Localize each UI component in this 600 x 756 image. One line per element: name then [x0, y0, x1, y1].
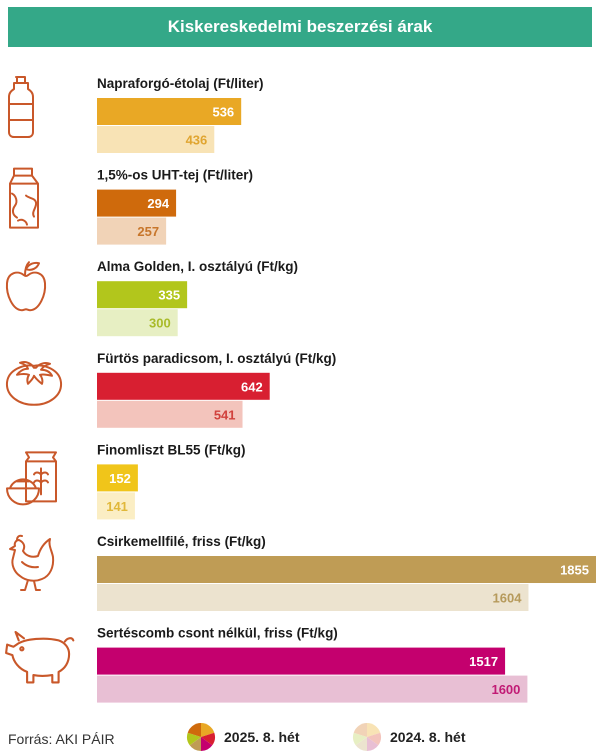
bar-current — [97, 647, 506, 675]
legend-previous-label: 2024. 8. hét — [390, 729, 466, 745]
category-group-cat-7: Sertéscomb csont nélkül, friss (Ft/kg) 15… — [5, 626, 528, 703]
bar-previous — [97, 584, 529, 611]
pie-legend-current-icon — [187, 723, 215, 751]
value-label-previous: 300 — [149, 316, 171, 331]
oil-bottle-icon-shape — [8, 76, 34, 138]
pie-legend-previous-icon — [353, 723, 381, 751]
bar-current — [97, 98, 242, 125]
category-label: Csirkemellfilé, friss (Ft/kg) — [97, 534, 266, 549]
legend-item-previous: 2024. 8. hét — [352, 722, 466, 752]
oil-bottle-icon — [8, 76, 34, 138]
bar-current — [97, 372, 270, 400]
bar-current — [97, 189, 177, 217]
value-label-current: 294 — [147, 196, 169, 211]
apple-icon — [5, 261, 47, 312]
value-label-current: 642 — [241, 379, 263, 394]
bar-previous — [97, 675, 528, 703]
tomato-icon — [5, 361, 63, 406]
bar-previous — [97, 400, 243, 428]
chicken-icon-shape — [9, 534, 55, 591]
category-group-cat-1: Napraforgó-étolaj (Ft/liter) 536 436 — [8, 76, 264, 153]
category-label: Napraforgó-étolaj (Ft/liter) — [97, 76, 264, 91]
category-label: Sertéscomb csont nélkül, friss (Ft/kg) — [97, 626, 338, 641]
milk-carton-icon-shape — [9, 167, 39, 229]
value-label-previous: 436 — [186, 133, 208, 148]
milk-carton-icon-shape — [11, 192, 38, 226]
flour-bag-icon-shape — [6, 478, 40, 506]
category-group-cat-4: Fürtös paradicsom, I. osztályú (Ft/kg) 64… — [5, 351, 336, 428]
bar-previous — [97, 126, 215, 153]
pig-icon-shape — [19, 646, 25, 652]
pig-icon-shape — [5, 630, 75, 684]
bar-previous — [97, 309, 178, 337]
bar-previous — [97, 217, 167, 245]
value-label-previous: 1600 — [491, 682, 520, 697]
category-label: Fürtös paradicsom, I. osztályú (Ft/kg) — [97, 351, 336, 366]
tomato-icon-shape — [16, 361, 53, 385]
category-label: Alma Golden, I. osztályú (Ft/kg) — [97, 259, 298, 274]
category-group-cat-5: Finomliszt BL55 (Ft/kg) 152 141 — [6, 442, 246, 520]
bar-previous — [97, 492, 135, 520]
category-group-cat-2: 1,5%-os UHT-tej (Ft/liter) 294 257 — [9, 167, 253, 245]
bar-current — [97, 556, 596, 583]
legend-current-label: 2025. 8. hét — [224, 729, 300, 745]
value-label-current: 536 — [212, 105, 234, 120]
bar-current — [97, 281, 188, 309]
flour-bag-icon — [6, 451, 57, 506]
value-label-current: 152 — [109, 471, 131, 486]
source-note: Forrás: AKI PÁIR — [8, 731, 115, 747]
value-label-previous: 257 — [137, 224, 159, 239]
chart-title-banner: Kiskereskedelmi beszerzési árak — [8, 7, 592, 47]
milk-carton-icon — [9, 167, 39, 229]
value-label-current: 1517 — [469, 654, 498, 669]
apple-icon-shape — [5, 261, 47, 312]
value-label-previous: 541 — [214, 407, 236, 422]
pig-icon — [5, 630, 75, 684]
category-group-cat-3: Alma Golden, I. osztályú (Ft/kg) 335 300 — [5, 259, 298, 337]
chart-title: Kiskereskedelmi beszerzési árak — [167, 17, 433, 36]
value-label-current: 335 — [158, 288, 180, 303]
value-label-previous: 141 — [106, 499, 128, 514]
value-label-previous: 1604 — [493, 591, 523, 606]
flour-bag-icon-shape — [25, 451, 57, 503]
category-label: 1,5%-os UHT-tej (Ft/liter) — [97, 168, 253, 183]
tomato-icon-shape — [5, 364, 63, 406]
bar-current — [97, 464, 138, 492]
category-group-cat-6: Csirkemellfilé, friss (Ft/kg) 1855 1604 — [9, 534, 596, 611]
chicken-icon — [9, 534, 55, 591]
category-label: Finomliszt BL55 (Ft/kg) — [97, 442, 246, 457]
legend-item-current: 2025. 8. hét — [186, 722, 300, 752]
value-label-current: 1855 — [560, 563, 589, 578]
